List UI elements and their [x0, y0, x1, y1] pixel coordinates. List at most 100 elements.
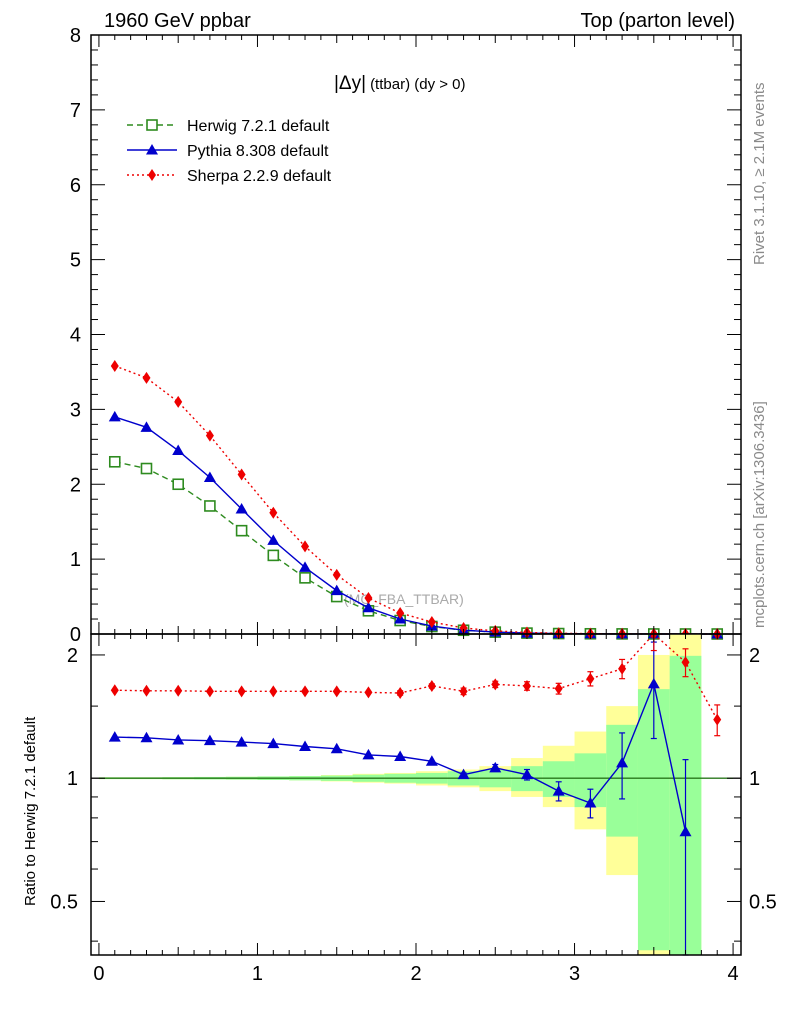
series-1-point-7 [330, 584, 343, 596]
ratio-series-1-point-11 [459, 685, 468, 698]
series-2-point-10 [427, 616, 436, 629]
ratio-series-1-point-16 [618, 662, 627, 675]
ratio-series-0-point-18 [679, 825, 692, 837]
legend-marker-2 [148, 169, 156, 181]
series-0-point-0 [108, 455, 121, 468]
ratio-series-0-point-11 [457, 768, 470, 780]
ratio-ytick-label: 1 [67, 768, 78, 790]
main-ytick-label: 8 [70, 25, 81, 47]
main-plot-panel: (MC_FBA_TTBAR) 0 1 2 3 4 5 6 7 8 |Δy| (ttbar) (dy… [70, 25, 742, 646]
series-1-point-6 [299, 561, 312, 572]
ratio-ytick-label-right: 0.5 [749, 891, 777, 913]
legend: Herwig 7.2.1 default Pythia 8.308 default… [127, 118, 332, 185]
ratio-series-1-point-19 [713, 713, 722, 726]
ratio-series-0-point-5 [267, 737, 280, 749]
ratio-series-0-point-7 [330, 742, 343, 754]
ratio-series-1-point-0 [110, 684, 119, 697]
ratio-series-1-point-9 [396, 686, 405, 699]
ratio-series-1 [110, 633, 722, 737]
main-ytick-label: 2 [70, 474, 81, 496]
header-right: Top (parton level) [580, 10, 735, 32]
series-0-point-6 [299, 572, 311, 584]
ratio-series-0-point-13 [520, 768, 533, 780]
series-2-point-11 [459, 622, 468, 635]
ratio-xtick-label: 2 [410, 963, 421, 985]
legend-label-1: Pythia 8.308 default [187, 143, 329, 160]
series-0-point-5 [267, 549, 280, 562]
rivet-label: Rivet 3.1.10, ≥ 2.1M events [751, 83, 768, 266]
ratio-series-1-point-10 [427, 679, 436, 692]
series-1-point-5 [267, 534, 280, 545]
main-ytick-label: 4 [70, 325, 81, 347]
series-1-point-3 [203, 471, 216, 483]
series-0 [108, 455, 724, 640]
header-left: 1960 GeV ppbar [104, 10, 251, 32]
ratio-xtick-label: 1 [252, 963, 263, 985]
series-1-point-0 [108, 410, 121, 422]
ratio-xtick-label: 0 [93, 963, 104, 985]
main-ytick-label: 1 [70, 549, 81, 571]
ratio-series-1-point-4 [237, 685, 246, 698]
series-2-point-7 [332, 568, 341, 581]
ratio-series-1-point-14 [554, 682, 563, 695]
series-0-point-3 [204, 500, 216, 512]
series-1-point-1 [140, 421, 153, 432]
series-2-point-5 [269, 506, 278, 519]
legend-marker-1 [146, 144, 158, 155]
ratio-series-0-point-15 [584, 796, 597, 808]
ratio-series-0-point-1 [140, 731, 153, 743]
ratio-series-0-point-14 [552, 785, 565, 796]
legend-label-0: Herwig 7.2.1 default [187, 118, 330, 135]
main-ytick-label: 3 [70, 399, 81, 421]
series-1-point-8 [362, 601, 375, 613]
series-2-point-6 [301, 540, 310, 553]
ratio-series-1-point-8 [364, 686, 373, 699]
mcplots-label: mcplots.cern.ch [arXiv:1306.3436] [751, 401, 768, 628]
series-0-point-4 [235, 524, 248, 537]
ratio-series-0-point-17 [647, 677, 660, 689]
ratio-series-1-point-12 [491, 678, 500, 691]
ratio-series-0-point-16 [616, 756, 629, 768]
ratio-series-1-point-6 [301, 685, 310, 698]
ratio-ytick-label: 2 [67, 645, 78, 667]
ratio-ytick-label: 0.5 [50, 891, 78, 913]
series-2-point-4 [237, 468, 246, 481]
ratio-series-0-point-3 [203, 734, 216, 746]
ratio-series-1-point-5 [269, 685, 278, 698]
ratio-series-1-point-18 [681, 656, 690, 669]
ratio-series-0-point-6 [299, 740, 312, 752]
main-ytick-label: 6 [70, 175, 81, 197]
series-1-point-2 [172, 444, 185, 456]
ratio-series-line-1 [114, 633, 718, 720]
ratio-ytick-label-right: 2 [749, 645, 760, 667]
series-2-point-2 [174, 395, 183, 408]
ratio-ytick-label-right: 1 [749, 768, 760, 790]
ratio-series-0-point-2 [172, 733, 185, 745]
title-sub: (ttbar) (dy > 0) [370, 76, 465, 93]
main-ytick-label: 7 [70, 100, 81, 122]
main-ytick-label: 5 [70, 250, 81, 272]
ratio-series-0-point-9 [394, 750, 407, 761]
ratio-series-1-point-7 [332, 685, 341, 698]
ratio-series-0-point-12 [489, 761, 502, 773]
main-ytick-label: 0 [70, 624, 81, 646]
watermark: (MC_FBA_TTBAR) [344, 591, 464, 607]
ratio-series-0 [108, 641, 692, 956]
legend-marker-0 [146, 119, 158, 131]
title-main: |Δy| [334, 73, 366, 94]
ratio-series-1-point-2 [174, 684, 183, 697]
ratio-series-1-point-13 [522, 679, 531, 692]
ratio-series-0-point-8 [362, 748, 375, 760]
ratio-series-1-point-15 [586, 672, 595, 685]
series-2-point-8 [364, 592, 373, 605]
series-1-point-4 [235, 502, 248, 514]
series-2-point-0 [110, 359, 119, 372]
ratio-ylabel: Ratio to Herwig 7.2.1 default [22, 716, 39, 906]
series-line-0 [114, 461, 718, 635]
ratio-series-1-point-1 [142, 684, 151, 697]
ratio-xtick-label: 3 [569, 963, 580, 985]
series-2-point-1 [142, 371, 151, 384]
series-0-point-2 [172, 478, 184, 491]
